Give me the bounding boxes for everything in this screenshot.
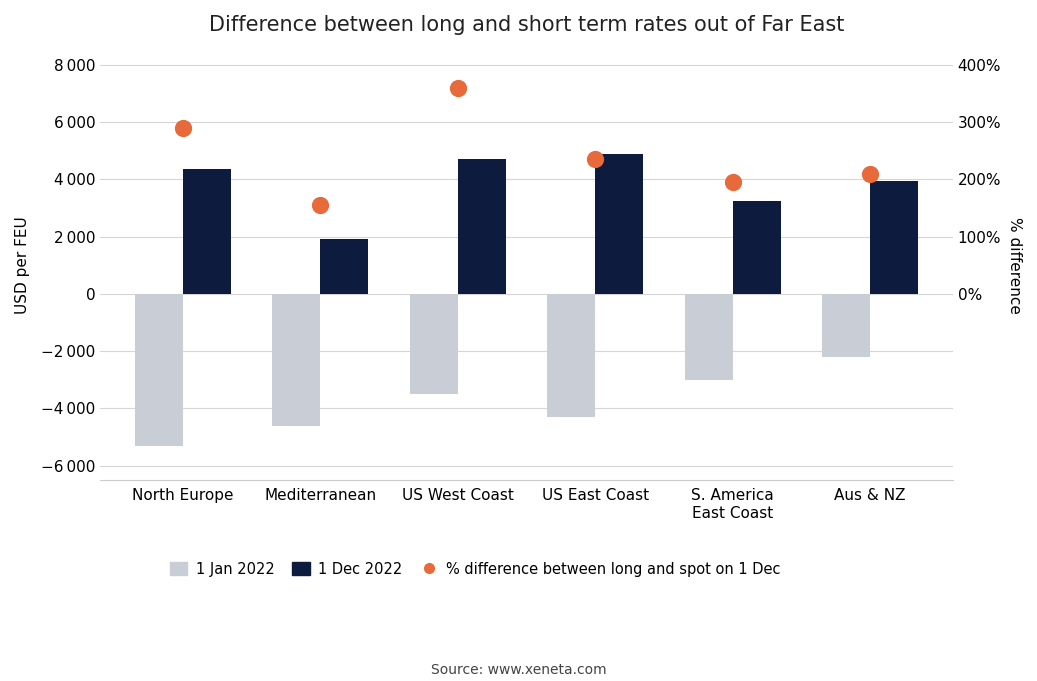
Bar (320, 240, 368, 294)
Bar (733, 201, 781, 294)
Bar (135, 294, 183, 445)
Text: Source: www.xeneta.com: Source: www.xeneta.com (430, 663, 607, 677)
Title: Difference between long and short term rates out of Far East: Difference between long and short term r… (208, 15, 844, 35)
Point (725, 177, 741, 188)
Point (174, 123, 191, 133)
Bar (548, 294, 595, 417)
Bar (272, 294, 320, 426)
Bar (822, 294, 870, 357)
Bar (457, 159, 506, 294)
Point (862, 168, 878, 179)
Point (587, 154, 604, 165)
Point (312, 200, 329, 210)
Bar (870, 180, 919, 294)
Y-axis label: % difference: % difference (1007, 217, 1022, 314)
Point (449, 82, 466, 93)
Bar (410, 294, 457, 394)
Y-axis label: USD per FEU: USD per FEU (15, 217, 30, 314)
Bar (183, 170, 231, 294)
Bar (684, 294, 733, 380)
Legend: 1 Jan 2022, 1 Dec 2022, % difference between long and spot on 1 Dec: 1 Jan 2022, 1 Dec 2022, % difference bet… (164, 556, 787, 583)
Bar (595, 153, 643, 294)
